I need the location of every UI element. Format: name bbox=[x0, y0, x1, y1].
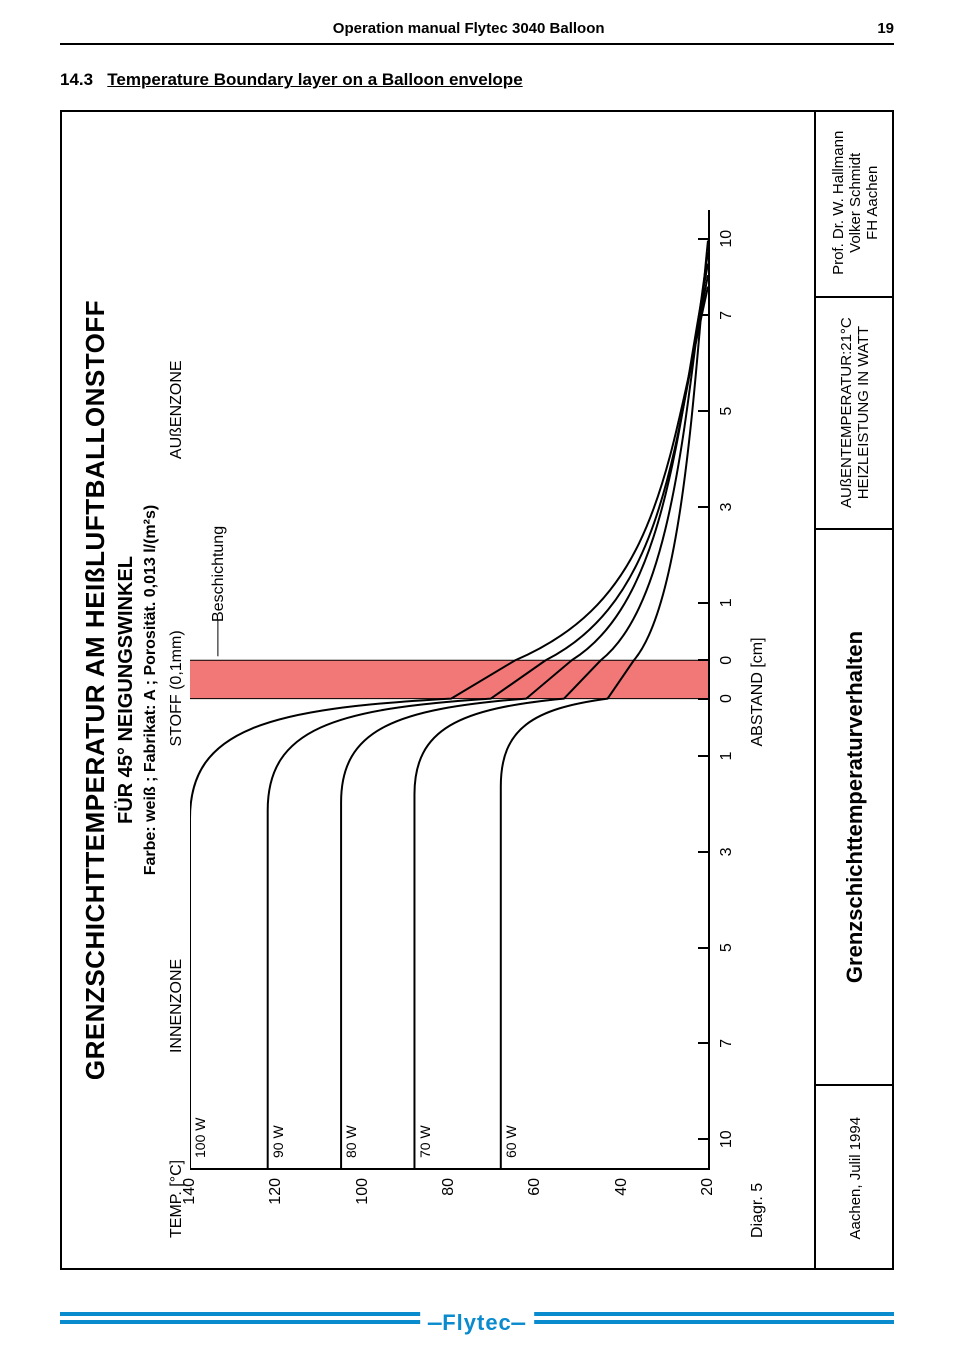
series-label: 100 W bbox=[192, 1118, 208, 1158]
footer-cell-date: Aachen, Julil 1994 bbox=[816, 1084, 894, 1270]
x-tick-label: 3 bbox=[718, 503, 736, 512]
chart-plot-area: INNENZONE STOFF (0,1mm) AUßENZONE Beschi… bbox=[190, 210, 710, 1170]
x-tick bbox=[698, 659, 710, 661]
x-tick-label: 0 bbox=[718, 656, 736, 665]
chart-title-1: GRENZSCHICHTTEMPERATUR AM HEIßLUFTBALLON… bbox=[80, 110, 111, 1270]
series-label: 90 W bbox=[270, 1125, 286, 1158]
footer-cell-title: Grenzschichttemperaturverhalten bbox=[816, 528, 894, 1085]
logo-text: Flytec bbox=[442, 1310, 512, 1335]
diagram-number: Diagr. 5 bbox=[749, 1183, 767, 1238]
chart-title-2: FÜR 45° NEIGUNGSWINKEL bbox=[115, 110, 138, 1270]
x-tick bbox=[698, 698, 710, 700]
x-tick bbox=[698, 1138, 710, 1140]
series-curve bbox=[341, 264, 708, 1168]
curves-svg bbox=[190, 210, 708, 1168]
x-tick-label: 0 bbox=[718, 694, 736, 703]
page-header: Operation manual Flytec 3040 Balloon 19 bbox=[60, 20, 894, 45]
x-tick-label: 5 bbox=[718, 943, 736, 952]
zone-fabric-label: STOFF (0,1mm) bbox=[168, 630, 186, 746]
footer-outside-temp: AUßENTEMPERATUR:21°C bbox=[838, 317, 855, 508]
x-axis-label: ABSTAND [cm] bbox=[749, 637, 767, 746]
y-tick-label: 80 bbox=[440, 1178, 458, 1196]
x-tick-label: 1 bbox=[718, 752, 736, 761]
x-tick bbox=[698, 506, 710, 508]
x-tick-label: 7 bbox=[718, 1039, 736, 1048]
x-tick bbox=[698, 238, 710, 240]
zone-outer-label: AUßENZONE bbox=[168, 360, 186, 459]
footer-cell-authors: Prof. Dr. W. Hallmann Volker Schmidt FH … bbox=[816, 110, 894, 296]
series-label: 70 W bbox=[417, 1125, 433, 1158]
y-tick-label: 40 bbox=[613, 1178, 631, 1196]
x-tick bbox=[698, 410, 710, 412]
x-tick-label: 3 bbox=[718, 847, 736, 856]
diagram-frame: GRENZSCHICHTTEMPERATUR AM HEIßLUFTBALLON… bbox=[60, 110, 894, 1270]
zone-inner-label: INNENZONE bbox=[168, 959, 186, 1053]
x-tick-label: 10 bbox=[718, 230, 736, 248]
x-tick-label: 7 bbox=[718, 311, 736, 320]
series-curve bbox=[501, 241, 708, 1168]
series-curve bbox=[268, 275, 708, 1168]
footer-author-2: Volker Schmidt bbox=[847, 153, 864, 253]
x-tick bbox=[698, 755, 710, 757]
x-tick-label: 10 bbox=[718, 1130, 736, 1148]
x-tick bbox=[698, 602, 710, 604]
section-number: 14.3 bbox=[60, 70, 93, 89]
y-axis-label: TEMP. [°C] bbox=[168, 1160, 186, 1238]
footer-institution: FH Aachen bbox=[864, 166, 881, 240]
series-curve bbox=[414, 252, 708, 1168]
x-tick bbox=[698, 947, 710, 949]
flytec-logo: ⎯Flytec⎯ bbox=[420, 1306, 534, 1338]
header-title: Operation manual Flytec 3040 Balloon bbox=[333, 20, 605, 37]
page-footer-bar: ⎯Flytec⎯ bbox=[60, 1306, 894, 1332]
x-tick-label: 1 bbox=[718, 598, 736, 607]
series-label: 80 W bbox=[343, 1125, 359, 1158]
section-title: Temperature Boundary layer on a Balloon … bbox=[107, 70, 522, 89]
footer-title: Grenzschichttemperaturverhalten bbox=[842, 631, 868, 983]
x-tick bbox=[698, 1042, 710, 1044]
chart-footer: Aachen, Julil 1994 Grenzschichttemperatu… bbox=[814, 110, 894, 1270]
series-label: 60 W bbox=[503, 1125, 519, 1158]
footer-heating-power: HEIZLEISTUNG IN WATT bbox=[855, 326, 872, 499]
y-tick-label: 60 bbox=[526, 1178, 544, 1196]
chart-title-3: Farbe: weiß ; Fabrikat: A ; Porosität. 0… bbox=[142, 110, 160, 1270]
x-tick bbox=[698, 851, 710, 853]
x-tick-label: 5 bbox=[718, 407, 736, 416]
section-heading: 14.3 Temperature Boundary layer on a Bal… bbox=[60, 70, 523, 90]
x-tick bbox=[698, 314, 710, 316]
page-number: 19 bbox=[877, 20, 894, 37]
footer-author-1: Prof. Dr. W. Hallmann bbox=[830, 131, 847, 275]
rotated-chart-container: GRENZSCHICHTTEMPERATUR AM HEIßLUFTBALLON… bbox=[60, 110, 894, 1270]
footer-date: Aachen, Julil 1994 bbox=[847, 1117, 864, 1240]
footer-cell-conditions: AUßENTEMPERATUR:21°C HEIZLEISTUNG IN WAT… bbox=[816, 296, 894, 528]
y-tick-label: 100 bbox=[354, 1178, 372, 1205]
y-tick-label: 20 bbox=[699, 1178, 717, 1196]
y-tick-label: 120 bbox=[267, 1178, 285, 1205]
